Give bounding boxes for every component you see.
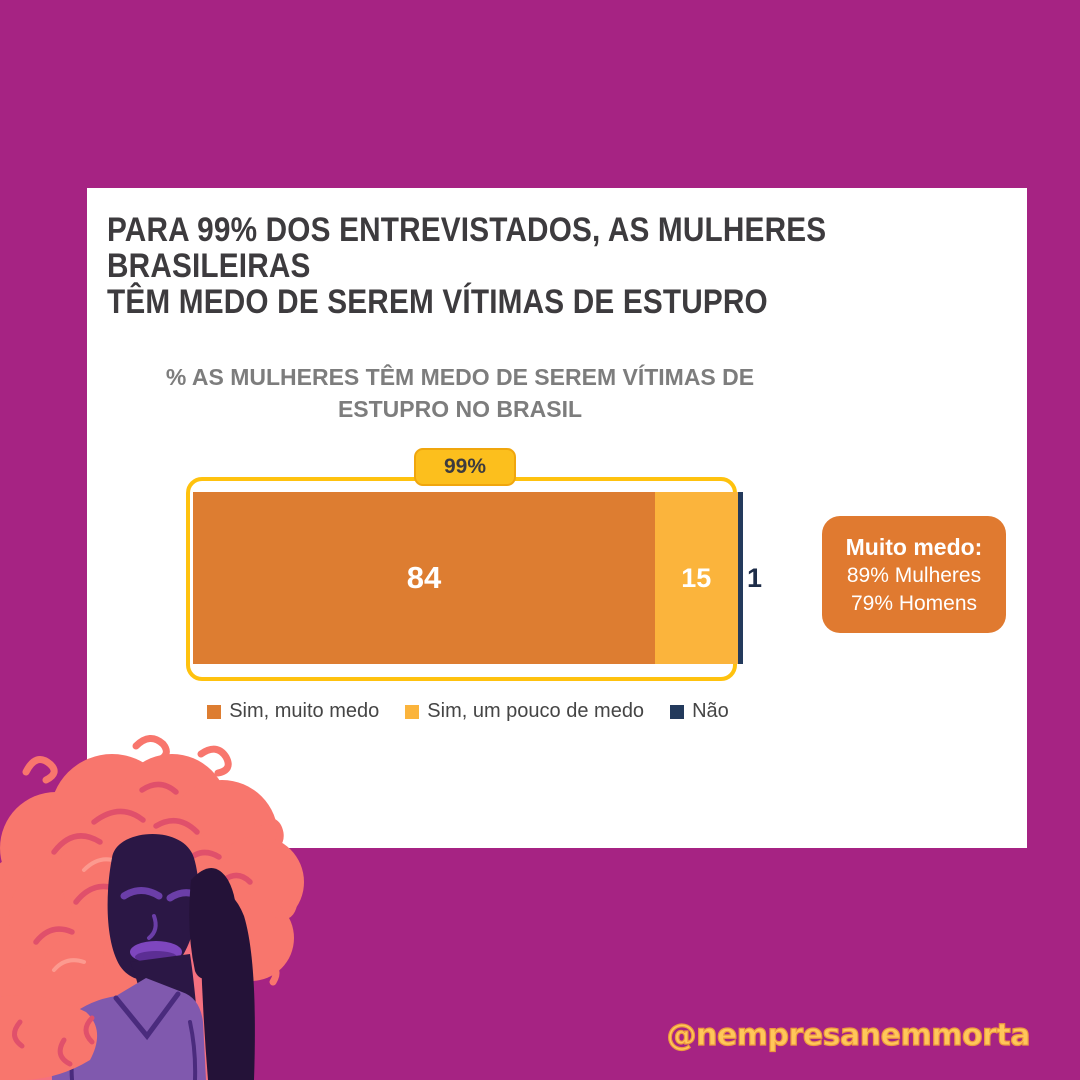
bar-segment-sim-um-pouco: 15: [655, 492, 738, 664]
legend-item-sim-um-pouco: Sim, um pouco de medo: [405, 700, 644, 723]
legend-swatch-yellow: [405, 704, 420, 719]
chart-title-line-1: % AS MULHERES TÊM MEDO DE SEREM VÍTIMAS …: [165, 364, 755, 390]
bar-value-nao: 1: [747, 562, 763, 593]
bar-segment-sim-muito-medo: 84: [193, 492, 655, 664]
legend-swatch-orange: [207, 704, 222, 719]
callout-line-2: 79% Homens: [850, 592, 978, 616]
woman-illustration: [0, 735, 304, 1080]
legend-swatch-navy: [670, 704, 685, 719]
social-handle: @nempresanemmorta: [666, 1017, 1031, 1053]
chart-legend: Sim, muito medo Sim, um pouco de medo Nã…: [193, 700, 743, 723]
callout-line-1: 89% Mulheres: [846, 564, 982, 588]
legend-item-sim-muito-medo: Sim, muito medo: [207, 700, 379, 723]
white-card: PARA 99% DOS ENTREVISTADOS, AS MULHERES …: [87, 188, 1027, 848]
bar-segment-nao: [737, 492, 743, 664]
legend-label: Sim, muito medo: [229, 700, 380, 722]
stacked-bar: 84 15: [193, 492, 743, 664]
chart-title-line-2: ESTUPRO NO BRASIL: [337, 396, 583, 423]
legend-label: Sim, um pouco de medo: [427, 700, 645, 722]
callout-box: Muito medo: 89% Mulheres 79% Homens: [822, 516, 1006, 633]
chart-title: % AS MULHERES TÊM MEDO DE SEREM VÍTIMAS …: [110, 361, 810, 425]
callout-title: Muito medo:: [845, 534, 983, 560]
total-badge: 99%: [414, 448, 516, 486]
headline-line-2: TÊM MEDO DE SEREM VÍTIMAS DE ESTUPRO: [107, 283, 768, 322]
headline-line-1: PARA 99% DOS ENTREVISTADOS, AS MULHERES …: [107, 211, 827, 286]
legend-item-nao: Não: [670, 700, 729, 723]
headline: PARA 99% DOS ENTREVISTADOS, AS MULHERES …: [107, 212, 1026, 320]
legend-label: Não: [692, 700, 729, 722]
